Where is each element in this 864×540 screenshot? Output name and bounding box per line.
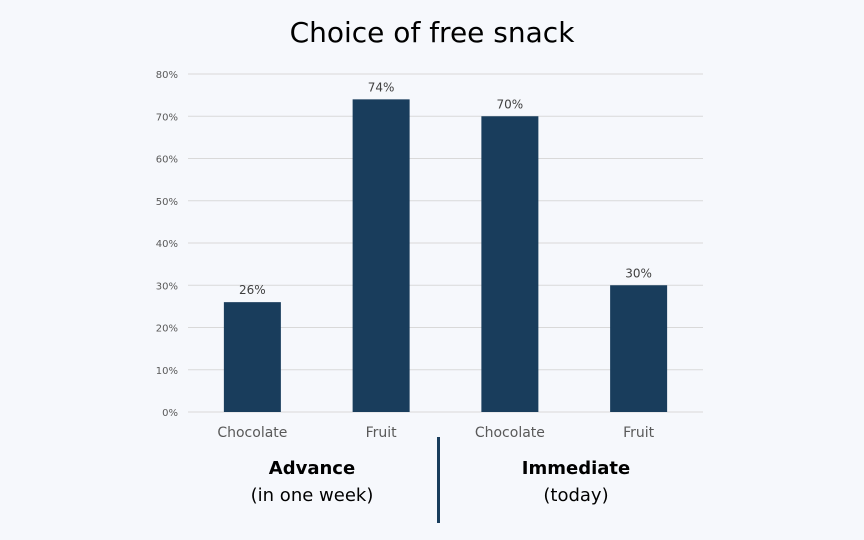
group-subtitle-immediate: (today) [543,485,609,506]
group-subtitle-advance: (in one week) [250,485,374,506]
data-label: 70% [497,97,524,111]
y-tick-label: 80% [156,70,178,81]
bar [352,99,410,412]
y-tick-label: 30% [156,281,178,292]
bar [610,285,668,412]
y-tick-label: 60% [156,155,178,166]
data-label: 26% [239,283,266,297]
data-label: 74% [368,80,395,94]
group-name-immediate: Immediate [521,458,631,479]
y-tick-label: 70% [156,112,178,123]
x-tick-label: Fruit [366,425,398,441]
group-label-advance: Advance (in one week) [182,455,442,509]
bar [223,302,281,412]
chart-title: Choice of free snack [289,16,575,49]
group-divider [437,437,440,523]
y-tick-label: 40% [156,239,178,250]
x-tick-label: Fruit [623,425,655,441]
data-label: 30% [625,266,652,280]
y-tick-label: 50% [156,197,178,208]
group-name-advance: Advance [268,458,356,479]
x-tick-label: Chocolate [475,425,545,441]
group-label-immediate: Immediate (today) [446,455,706,509]
y-tick-label: 10% [156,366,178,377]
y-tick-label: 20% [156,324,178,335]
x-tick-label: Chocolate [217,425,287,441]
bar [481,116,539,412]
y-tick-label: 0% [162,408,178,419]
